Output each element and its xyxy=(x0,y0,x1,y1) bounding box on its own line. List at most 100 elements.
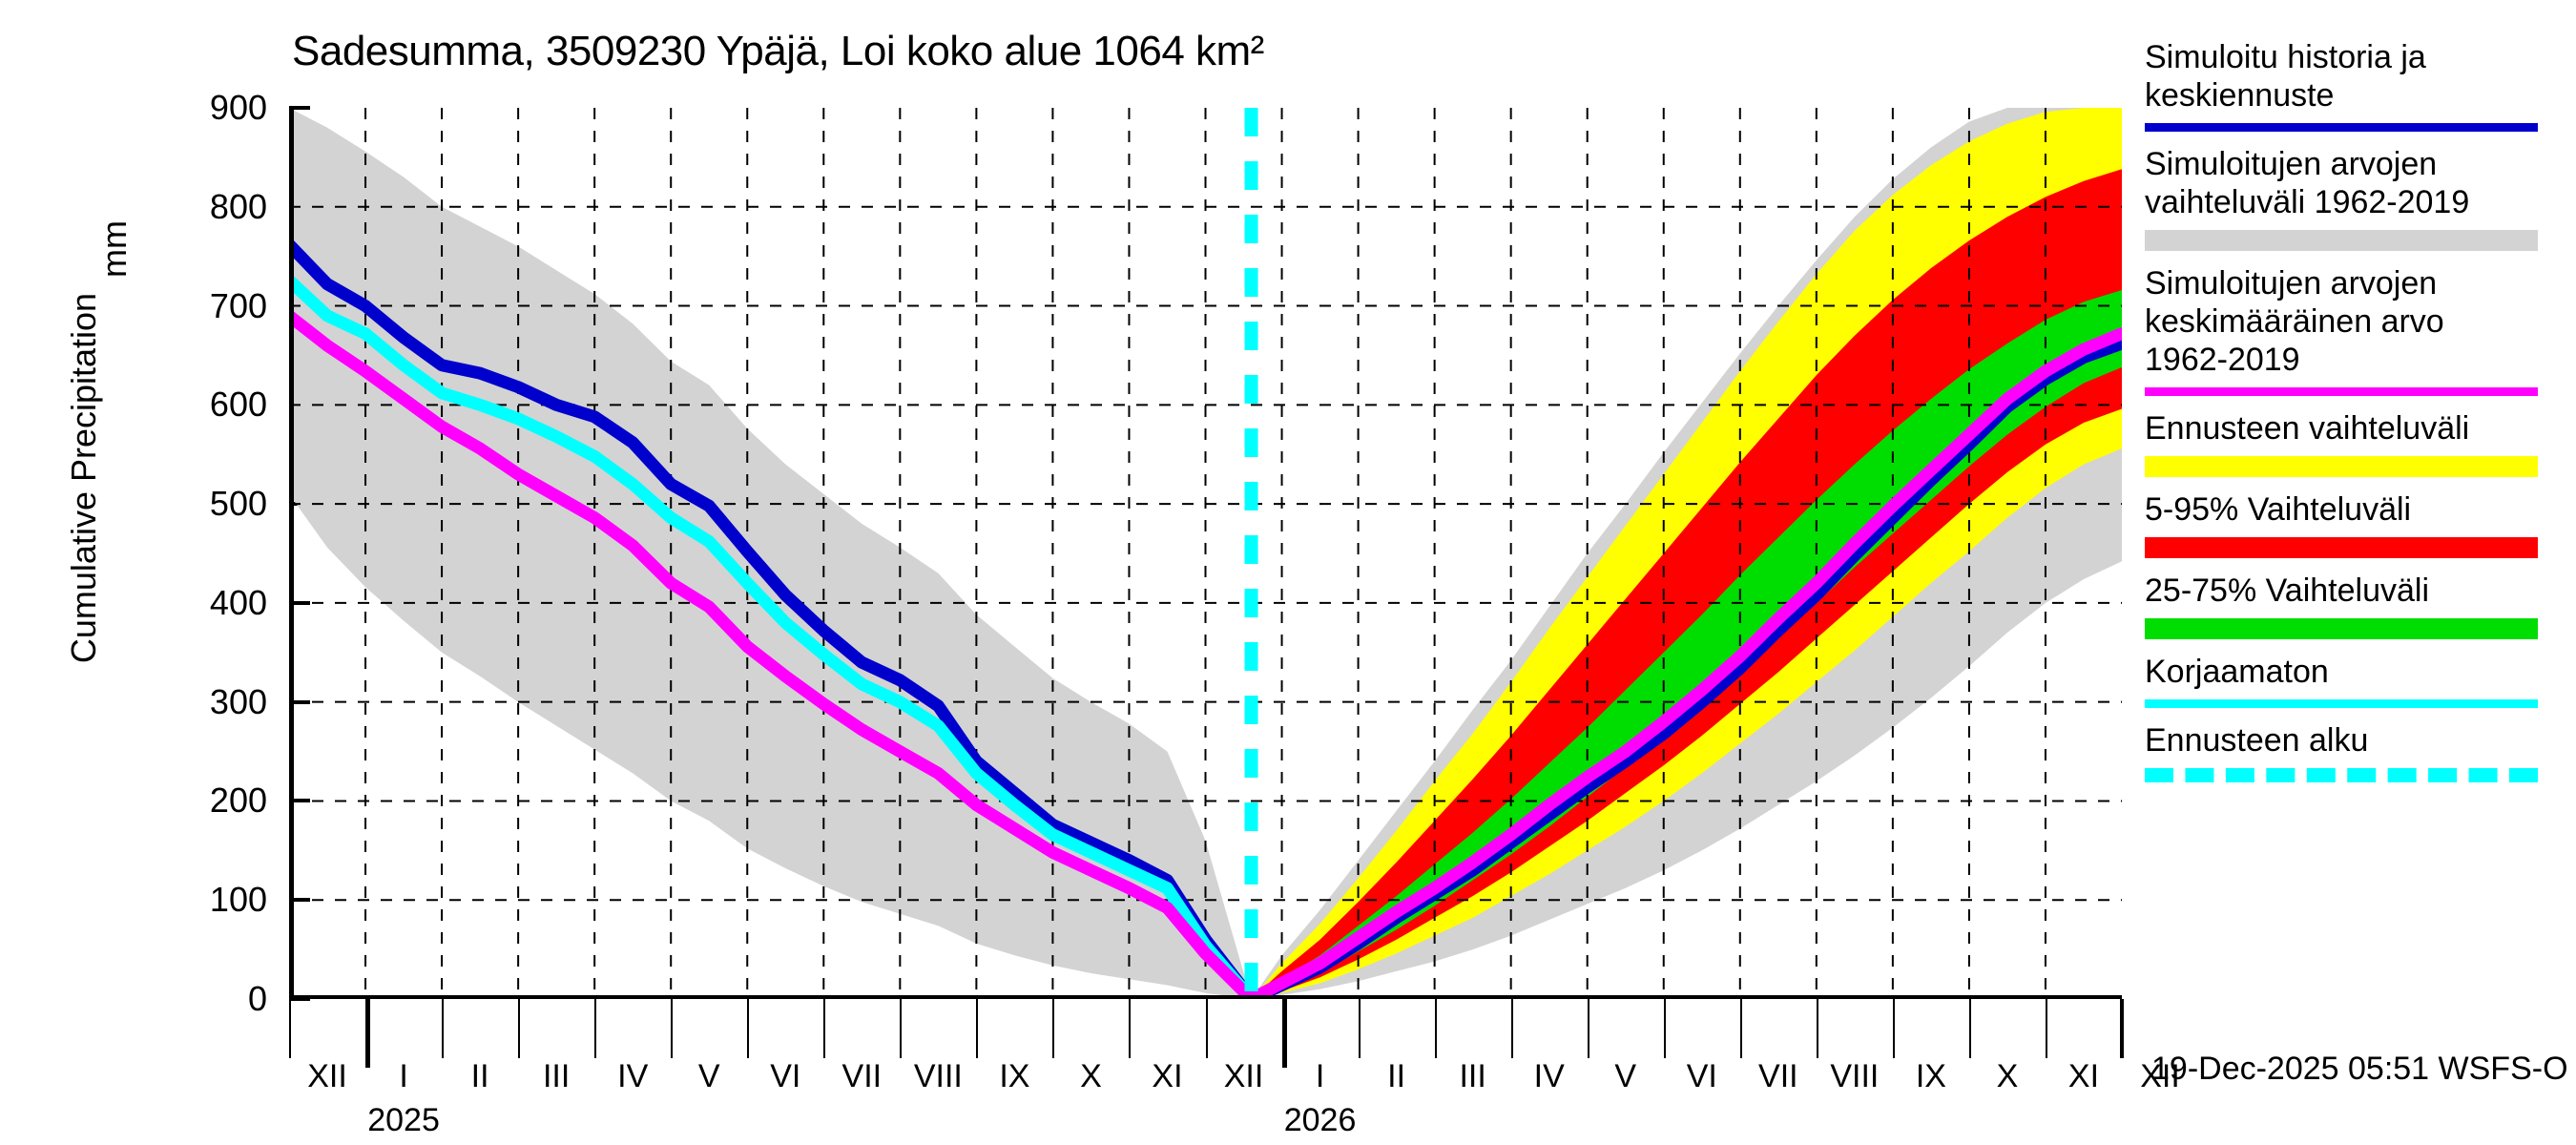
x-year-label: 2025 xyxy=(367,1102,440,1138)
x-tick-mark xyxy=(1968,999,1971,1058)
page-title: Sadesumma, 3509230 Ypäjä, Loi koko alue … xyxy=(292,28,1264,74)
legend-item: Ennusteen vaihteluväli xyxy=(2145,409,2574,477)
x-tick-mark xyxy=(2122,999,2124,1058)
x-month-label: XII xyxy=(1223,1058,1264,1094)
x-tick-mark xyxy=(1510,999,1513,1058)
legend-swatch xyxy=(2145,768,2538,782)
y-tick-label: 400 xyxy=(209,582,267,622)
x-month-label: VI xyxy=(770,1058,801,1094)
legend-item: Korjaamaton xyxy=(2145,653,2574,708)
legend-swatch xyxy=(2145,537,2538,558)
legend-item: Simuloitu historia ja keskiennuste xyxy=(2145,38,2574,132)
x-month-label: XII xyxy=(2140,1058,2180,1094)
legend-swatch xyxy=(2145,456,2538,477)
x-tick-mark xyxy=(976,999,979,1058)
x-tick-mark xyxy=(1892,999,1895,1058)
x-tick-mark xyxy=(747,999,750,1058)
legend-swatch xyxy=(2145,699,2538,708)
x-tick-mark xyxy=(1281,999,1287,1068)
x-tick-mark xyxy=(594,999,597,1058)
y-tick-label: 500 xyxy=(209,484,267,524)
x-month-label: XI xyxy=(1152,1058,1183,1094)
legend-item-label: Korjaamaton xyxy=(2145,654,2329,690)
legend-swatch xyxy=(2145,230,2538,251)
x-tick-mark xyxy=(289,999,291,1058)
legend-item-label: 5-95% Vaihteluväli xyxy=(2145,491,2412,528)
x-tick-mark xyxy=(1052,999,1055,1058)
x-month-label: XII xyxy=(307,1058,347,1094)
legend-item: Simuloitujen arvojen keskimääräinen arvo… xyxy=(2145,264,2574,396)
x-year-label: 2026 xyxy=(1283,1102,1357,1138)
x-tick-mark xyxy=(900,999,903,1058)
x-month-label: VIII xyxy=(913,1058,963,1094)
x-month-label: I xyxy=(399,1058,408,1094)
legend-item-label: Simuloitujen arvojen vaihteluväli 1962-2… xyxy=(2145,146,2470,220)
y-tick-label: 200 xyxy=(209,781,267,821)
legend-item: Simuloitujen arvojen vaihteluväli 1962-2… xyxy=(2145,145,2574,251)
y-tick-mark xyxy=(289,106,310,110)
plot-area xyxy=(289,108,2122,999)
x-tick-mark xyxy=(518,999,521,1058)
x-month-label: X xyxy=(1080,1058,1102,1094)
x-month-label: V xyxy=(1614,1058,1637,1094)
legend-item: Ennusteen alku xyxy=(2145,721,2574,782)
x-tick-mark xyxy=(1129,999,1132,1058)
x-tick-mark xyxy=(1587,999,1589,1058)
legend-item-label: Simuloitu historia ja keskiennuste xyxy=(2145,39,2426,114)
x-tick-mark xyxy=(2120,999,2122,1058)
x-month-label: IX xyxy=(1915,1058,1946,1094)
x-axis: XII I II III IV V VI VII VIII IX X XI XII I II III IV V VI… xyxy=(289,999,2180,1142)
plot-frame xyxy=(289,108,2122,999)
band-p5-p95 xyxy=(1251,169,2122,999)
x-month-label: III xyxy=(542,1058,571,1094)
x-month-label: IV xyxy=(1533,1058,1565,1094)
x-month-label: VI xyxy=(1686,1058,1717,1094)
band-p25-p75 xyxy=(1251,290,2122,999)
y-tick-label: 800 xyxy=(209,186,267,226)
x-month-label: XI xyxy=(2067,1058,2100,1094)
x-month-label: II xyxy=(1387,1058,1406,1094)
y-tick-label: 0 xyxy=(247,979,267,1018)
x-month-label: IV xyxy=(617,1058,649,1094)
x-tick-mark xyxy=(442,999,445,1058)
x-month-label: V xyxy=(697,1058,720,1094)
chart-canvas xyxy=(289,108,2122,999)
x-month-label: II xyxy=(470,1058,489,1094)
y-tick-label: 300 xyxy=(209,681,267,721)
y-tick-label: 600 xyxy=(209,385,267,425)
x-tick-mark xyxy=(1205,999,1208,1058)
y-axis-tick-labels: 900 800 700 600 500 400 300 200 100 0 xyxy=(105,91,267,1016)
x-month-label: I xyxy=(1315,1058,1325,1094)
legend-swatch xyxy=(2145,618,2538,639)
x-month-label: VII xyxy=(841,1058,883,1094)
legend-swatch xyxy=(2145,387,2538,396)
legend-item-label: 25-75% Vaihteluväli xyxy=(2145,572,2429,609)
chart-legend: Simuloitu historia ja keskiennuste Simulo… xyxy=(2145,38,2574,796)
y-tick-label: 900 xyxy=(209,88,267,127)
x-tick-mark xyxy=(1434,999,1437,1058)
legend-item: 5-95% Vaihteluväli xyxy=(2145,490,2574,558)
y-tick-label: 100 xyxy=(209,880,267,920)
x-month-label: IX xyxy=(999,1058,1030,1094)
footer-timestamp: 19-Dec-2025 05:51 WSFS-O xyxy=(2151,1051,2568,1087)
x-month-label: III xyxy=(1459,1058,1486,1094)
x-month-label: VII xyxy=(1758,1058,1798,1094)
legend-swatch xyxy=(2145,123,2538,132)
x-tick-mark xyxy=(1816,999,1818,1058)
x-tick-mark xyxy=(1739,999,1742,1058)
series-line-mean-1962-2019 xyxy=(289,309,2122,999)
x-month-label: VIII xyxy=(1830,1058,1880,1094)
x-tick-mark xyxy=(1358,999,1361,1058)
x-tick-mark xyxy=(1663,999,1666,1058)
x-tick-mark xyxy=(2045,999,2047,1058)
x-tick-mark xyxy=(671,999,674,1058)
legend-item-label: Ennusteen alku xyxy=(2145,722,2369,759)
y-tick-label: 700 xyxy=(209,285,267,325)
x-tick-mark xyxy=(823,999,826,1058)
series-line-uncorrected-history xyxy=(289,274,1257,999)
y-tick-mark xyxy=(289,997,310,1001)
legend-item: 25-75% Vaihteluväli xyxy=(2145,572,2574,639)
legend-item-label: Ennusteen vaihteluväli xyxy=(2145,410,2470,447)
x-month-label: X xyxy=(1996,1058,2019,1094)
